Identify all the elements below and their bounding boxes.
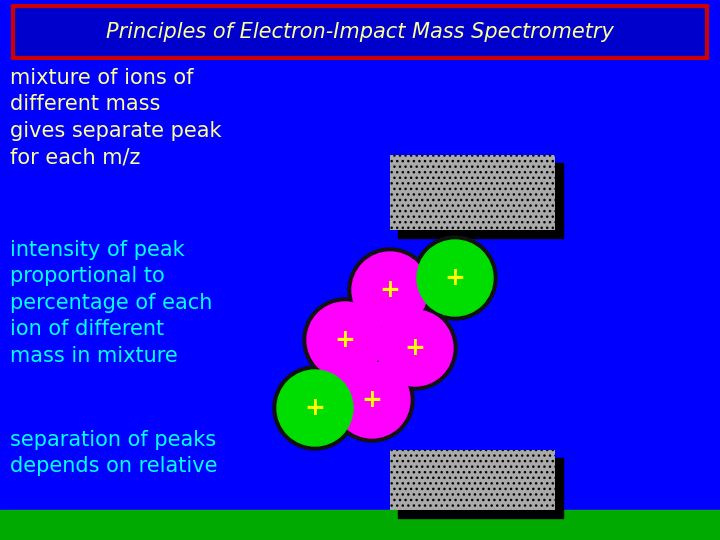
Text: +: + [305, 396, 325, 420]
Circle shape [377, 310, 453, 386]
Text: intensity of peak
proportional to
percentage of each
ion of different
mass in mi: intensity of peak proportional to percen… [10, 240, 212, 366]
Circle shape [334, 362, 410, 438]
Bar [0, 510, 720, 540]
Circle shape [330, 358, 414, 442]
Bar [398, 458, 563, 518]
Circle shape [417, 240, 493, 316]
Circle shape [348, 248, 432, 332]
Text: +: + [444, 266, 465, 290]
Circle shape [277, 370, 353, 446]
Text: Principles of Electron-Impact Mass Spectrometry: Principles of Electron-Impact Mass Spect… [106, 22, 614, 42]
Text: mixture of ions of
different mass
gives separate peak
for each m/z: mixture of ions of different mass gives … [10, 68, 222, 167]
Text: +: + [335, 328, 356, 352]
Text: +: + [361, 388, 382, 412]
FancyBboxPatch shape [13, 6, 707, 58]
Bar [390, 450, 555, 510]
Circle shape [413, 236, 497, 320]
Bar [390, 450, 555, 510]
Bar [390, 155, 555, 230]
Text: +: + [405, 336, 426, 360]
Circle shape [273, 366, 357, 450]
Circle shape [303, 298, 387, 382]
Bar [390, 155, 555, 230]
Bar [398, 163, 563, 238]
Text: +: + [379, 278, 400, 302]
Circle shape [352, 252, 428, 328]
Circle shape [307, 302, 383, 378]
Text: separation of peaks
depends on relative: separation of peaks depends on relative [10, 430, 217, 476]
Circle shape [373, 306, 457, 390]
